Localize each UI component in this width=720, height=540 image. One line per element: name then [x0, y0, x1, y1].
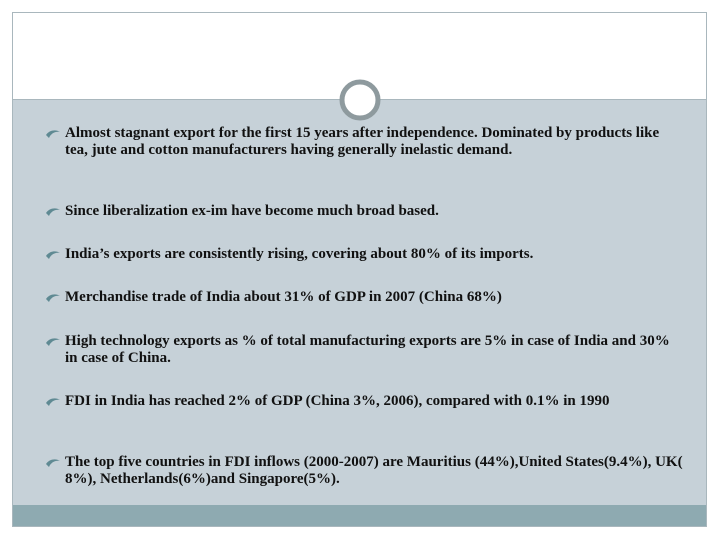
bullet-text: India’s exports are consistently rising,…	[65, 246, 534, 262]
bullet-item: FDI in India has reached 2% of GDP (Chin…	[44, 393, 684, 410]
bullet-icon	[46, 398, 60, 406]
bullet-icon	[46, 251, 60, 259]
bullet-item: Merchandise trade of India about 31% of …	[44, 289, 684, 306]
bullet-text: Almost stagnant export for the first 15 …	[65, 125, 660, 158]
bullet-icon	[46, 208, 60, 216]
bullet-item: The top five countries in FDI inflows (2…	[44, 454, 684, 488]
ornament	[339, 79, 381, 121]
bullet-item: India’s exports are consistently rising,…	[44, 246, 684, 263]
content-area	[13, 100, 706, 505]
bullet-icon	[46, 459, 60, 467]
bullet-text: The top five countries in FDI inflows (2…	[65, 454, 683, 487]
frame	[12, 12, 707, 527]
bullet-item: High technology exports as % of total ma…	[44, 333, 684, 367]
bullet-icon	[46, 338, 60, 346]
bullet-text: FDI in India has reached 2% of GDP (Chin…	[65, 393, 610, 409]
footer-band	[13, 505, 706, 526]
bullet-icon	[46, 294, 60, 302]
bullet-text: Merchandise trade of India about 31% of …	[65, 289, 502, 305]
bullet-item: Almost stagnant export for the first 15 …	[44, 125, 684, 159]
bullet-item: Since liberalization ex-im have become m…	[44, 203, 684, 220]
bullet-icon	[46, 130, 60, 138]
bullet-text: Since liberalization ex-im have become m…	[65, 203, 439, 219]
bullet-text: High technology exports as % of total ma…	[65, 333, 670, 366]
